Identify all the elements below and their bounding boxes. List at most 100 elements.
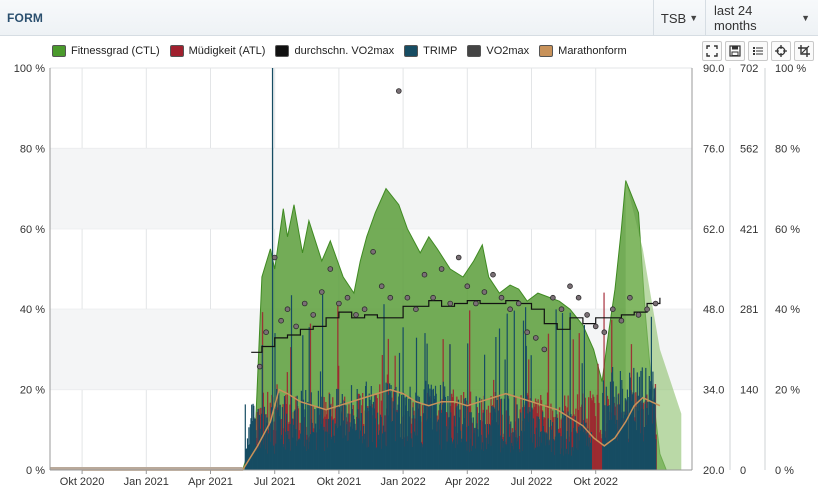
trimp-bar [629,377,631,470]
trimp-bar [293,424,295,470]
trimp-bar [500,452,502,470]
trimp-bar [365,386,367,470]
trimp-bar [540,431,542,470]
trimp-bar [312,432,314,470]
vo2max-point [524,329,530,336]
atl-bar [499,399,502,470]
trimp-bar [359,395,361,470]
trimp-bar [295,445,298,470]
trimp-bar [361,436,363,470]
atl-bar [490,396,492,470]
y-tick-label-trimp: 281 [740,304,758,316]
trimp-bar [604,437,607,470]
trimp-bar [621,388,624,470]
crosshair-button[interactable] [771,41,791,61]
trimp-bar [520,412,522,470]
trimp-bar [341,413,343,470]
trimp-bar [529,411,531,470]
vo2max-point [455,254,462,261]
trimp-bar [416,435,418,470]
trimp-bar [587,428,589,470]
y-tick-label-right: 80 % [775,143,800,155]
metric-select-value: TSB [660,10,687,26]
atl-bar [451,393,453,470]
legend-item-trimp[interactable]: TRIMP [404,45,457,57]
trimp-bar [641,408,643,470]
atl-bar [563,417,565,470]
trimp-bar [561,313,564,470]
trimp-bar [589,449,591,470]
save-button[interactable] [725,41,745,61]
trimp-bar [571,455,573,470]
vo2max-point [490,271,496,278]
trimp-bar [286,434,288,470]
trimp-bar [327,418,329,470]
trimp-bar [317,390,319,470]
x-tick-label: Jul 2022 [511,476,553,488]
form-chart[interactable]: 100 % 80 % 60 % 40 % 20 % 0 % 90.0 76.0 62.0 48.0… [0,60,818,493]
trimp-bar [489,424,491,470]
trimp-bar [379,414,382,470]
legend-item-avg-vo2max[interactable]: durchschn. VO2max [275,45,394,57]
trimp-bar [346,424,348,470]
trimp-bar [338,407,341,470]
trimp-bar [298,439,300,470]
trimp-bar [401,395,403,470]
trimp-bar [565,453,567,470]
atl-bar [486,409,488,470]
trimp-bar [254,418,256,470]
crop-icon [798,45,810,57]
range-select[interactable]: last 24 months ▼ [705,0,818,36]
trimp-bar [479,397,481,470]
trimp-bar [541,431,543,470]
trimp-bar [513,310,515,470]
legend-item-atl[interactable]: Müdigkeit (ATL) [169,45,265,57]
trimp-bar [355,429,357,470]
vo2max-point [310,312,317,318]
trimp-bar [386,446,388,470]
crop-button[interactable] [794,41,814,61]
chart-axes: 100 % 80 % 60 % 40 % 20 % 0 % 90.0 76.0 62.0 48.0… [14,63,807,488]
trimp-bar [283,396,286,470]
legend-swatch [404,45,419,57]
trimp-bar [410,433,412,470]
trimp-bar [427,384,430,470]
trimp-bar [627,397,629,470]
trimp-bar [537,446,539,470]
trimp-bar [507,395,509,470]
trimp-bar [292,437,294,470]
trimp-bar [411,447,413,470]
trimp-bar [371,407,373,470]
vo2max-point [464,283,471,290]
trimp-bar [510,421,512,470]
trimp-bar [477,429,479,470]
list-button[interactable] [748,41,768,61]
vo2max-point [507,306,513,313]
trimp-bar [418,396,420,470]
vo2max-point [567,283,573,290]
trimp-bar [472,445,474,470]
trimp-bar [315,449,317,470]
legend-item-vo2max[interactable]: VO2max [467,45,529,57]
legend-item-ctl[interactable]: Fitnessgrad (CTL) [52,45,160,57]
y-tick-label-right: 40 % [775,304,800,316]
trimp-bar [529,437,532,470]
trimp-bar [442,404,444,470]
trimp-bar [578,440,580,470]
vo2max-point [378,283,385,290]
trimp-bar [470,412,472,470]
panel-title: FORM [7,11,44,25]
legend-swatch [467,45,482,57]
vo2max-point [515,300,522,307]
atl-bar [282,404,284,470]
metric-select[interactable]: TSB ▼ [653,0,705,36]
trimp-bar [391,421,394,470]
trimp-bar [348,431,350,470]
trimp-bar [493,408,496,470]
trimp-bar [476,423,478,470]
trimp-bar [474,427,476,470]
trimp-bar [386,383,389,470]
legend-item-marathonform[interactable]: Marathonform [539,45,627,57]
trimp-bar [244,404,246,470]
fullscreen-button[interactable] [702,41,722,61]
